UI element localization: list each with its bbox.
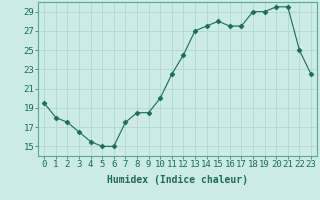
X-axis label: Humidex (Indice chaleur): Humidex (Indice chaleur)	[107, 175, 248, 185]
